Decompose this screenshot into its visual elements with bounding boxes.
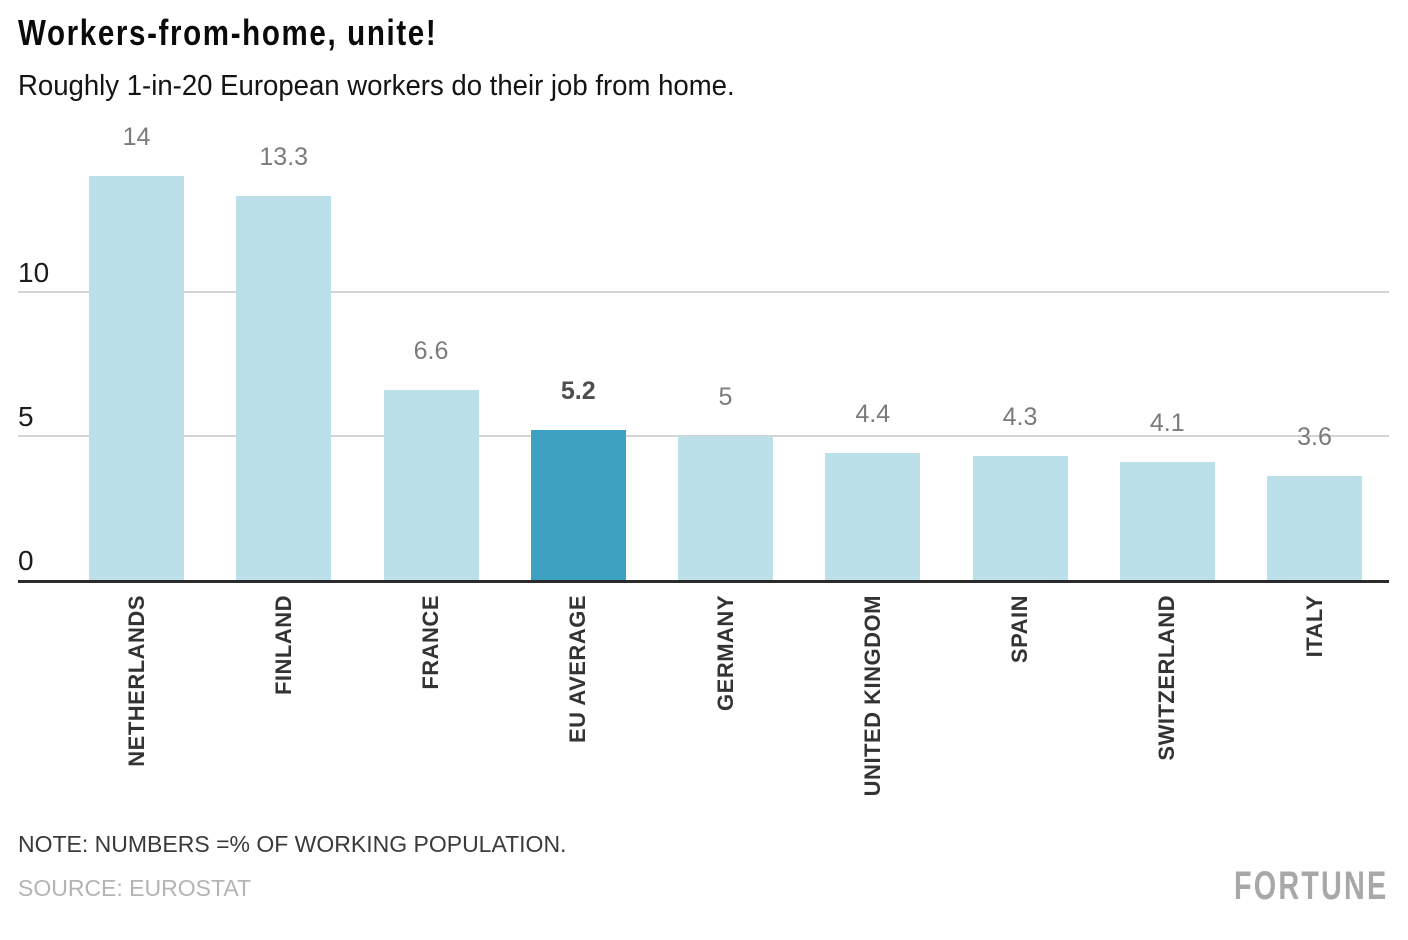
bar-value-label: 14 — [122, 123, 151, 152]
category-label-united-kingdom: UNITED KINGDOM — [859, 595, 885, 797]
bar-germany — [678, 435, 773, 580]
category-label-france: FRANCE — [418, 595, 443, 690]
bar-value-label: 13.3 — [259, 143, 309, 172]
bar-value-label: 4.1 — [1149, 408, 1185, 437]
fortune-logo: FORTUNE — [1233, 864, 1388, 908]
chart-note: NOTE: NUMBERS =% OF WORKING POPULATION. — [18, 831, 567, 857]
bar-united-kingdom — [825, 453, 921, 580]
bar-value-label: 5.2 — [560, 376, 596, 405]
category-label-spain: SPAIN — [1007, 595, 1032, 664]
category-label-germany: GERMANY — [712, 595, 738, 711]
y-axis-tick-label: 5 — [18, 400, 34, 432]
chart-source: SOURCE: EUROSTAT — [18, 875, 251, 901]
bar-italy — [1267, 476, 1362, 580]
bar-value-label: 5 — [718, 382, 733, 411]
bar-highlight-eu-average — [530, 429, 626, 580]
category-label-eu-average: EU AVERAGE — [565, 595, 591, 744]
y-axis-tick-label: 10 — [18, 256, 50, 288]
bar-switzerland — [1119, 461, 1215, 580]
category-label-italy: ITALY — [1301, 595, 1327, 658]
bar-value-label: 4.4 — [855, 400, 891, 429]
chart-title: Workers-from-home, unite! — [18, 12, 438, 53]
bar-value-label: 3.6 — [1297, 423, 1332, 452]
category-label-switzerland: SWITZERLAND — [1154, 595, 1180, 761]
chart-subtitle: Roughly 1-in-20 European workers do thei… — [18, 70, 735, 102]
bar-finland — [236, 196, 332, 580]
category-label-netherlands: NETHERLANDS — [123, 595, 149, 767]
x-axis-line — [18, 580, 1389, 583]
bar-netherlands — [89, 176, 184, 580]
bar-value-label: 6.6 — [413, 336, 449, 365]
bar-value-label: 4.3 — [1002, 402, 1038, 431]
y-axis-tick-label: 0 — [18, 545, 34, 576]
bar-france — [383, 389, 479, 580]
category-label-finland: FINLAND — [270, 595, 296, 696]
gridline-y10 — [18, 290, 1389, 293]
bar-spain — [972, 455, 1068, 580]
